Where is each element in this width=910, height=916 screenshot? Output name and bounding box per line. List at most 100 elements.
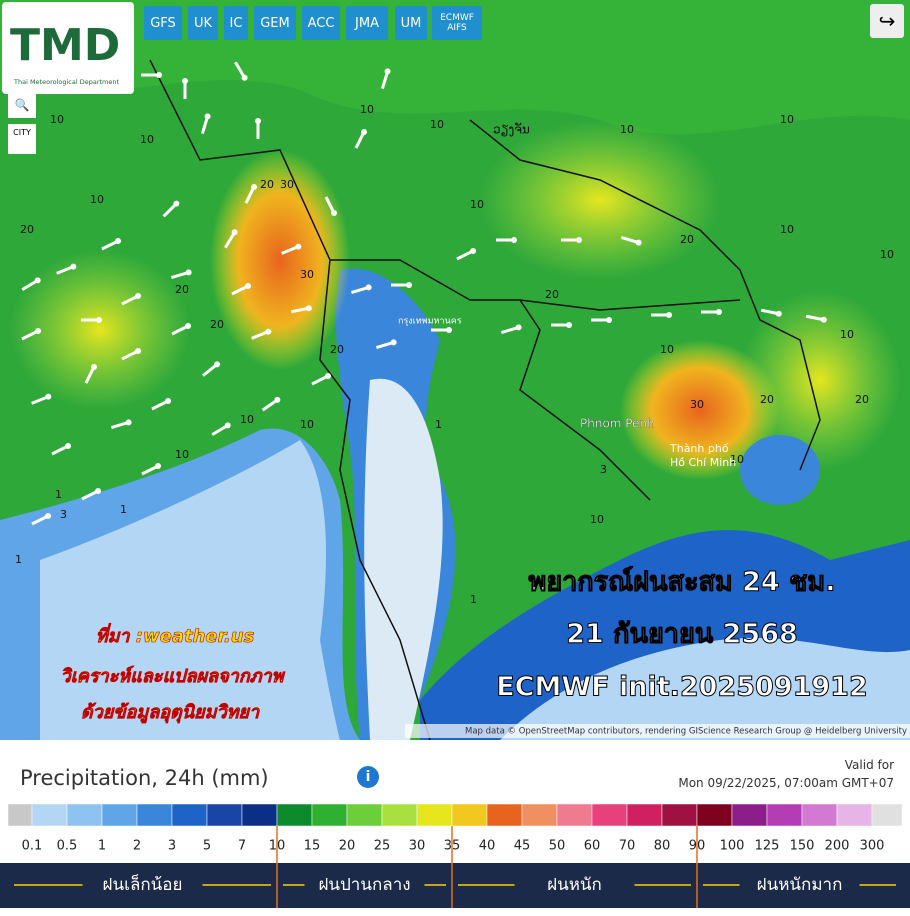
model-button[interactable]: UK (188, 6, 218, 40)
wind-arrow-head (331, 210, 338, 217)
contour-label: 10 (90, 193, 104, 206)
model-button[interactable]: IC (224, 6, 248, 40)
wind-arrow (456, 249, 474, 261)
scale-swatch (486, 803, 523, 827)
contour-label: 10 (140, 133, 154, 146)
wind-arrow (234, 61, 246, 79)
wind-arrow-head (156, 72, 162, 78)
scale-swatch (31, 803, 68, 827)
logo: TMD Thai Meteorological Department (2, 2, 134, 94)
contour-label: 20 (210, 318, 224, 331)
contour-label: 20 (680, 233, 694, 246)
scale-swatch (66, 803, 103, 827)
wind-arrow-head (173, 200, 180, 207)
scale-label: 40 (479, 839, 496, 854)
wind-arrow-head (406, 282, 412, 288)
scale-label: 3 (168, 839, 176, 854)
model-button[interactable]: UM (395, 6, 427, 40)
wind-arrow-head (446, 327, 452, 333)
source: ที่มา :weather.us (96, 623, 255, 647)
forecast-model: ECMWF init.2025091912 (496, 672, 868, 703)
wind-arrow (200, 115, 210, 135)
contour-label: 30 (300, 268, 314, 281)
heavy-rain (210, 150, 350, 370)
wind-arrow (224, 231, 236, 249)
valid-label: Valid for (844, 758, 894, 772)
scale-swatch (696, 803, 733, 827)
wind-arrow-head (576, 237, 582, 243)
wind-arrow-head (125, 419, 132, 426)
wind-arrow (171, 324, 189, 336)
wind-arrow (21, 279, 39, 291)
scale-label: 0.5 (57, 839, 78, 854)
source: ด้วยข้อมูลอุตุนิยมวิทยา (81, 702, 260, 724)
wind-arrow (151, 399, 169, 411)
city-button[interactable]: CITY (8, 124, 36, 154)
scale-swatch (451, 803, 488, 827)
contour-label: 20 (545, 288, 559, 301)
wind-arrow-head (155, 462, 162, 469)
zoom-button[interactable]: 🔍 (8, 92, 36, 118)
scale-swatch (101, 803, 138, 827)
wind-arrow (354, 131, 366, 149)
wind-arrow-head (820, 316, 827, 323)
wind-arrow-head (95, 487, 102, 494)
contour-label: 30 (690, 398, 704, 411)
wind-arrow-head (214, 361, 221, 368)
wind-arrow (121, 294, 139, 306)
scale-label: 80 (654, 839, 671, 854)
scale-label: 70 (619, 839, 636, 854)
wind-arrow-head (325, 372, 332, 379)
wind-arrow-head (566, 322, 572, 328)
sea-light-rain (40, 440, 340, 740)
wind-arrow-head (91, 363, 98, 370)
color-scale: 0.1 0.5 1 2 3 5 7 10 15 20 25 30 35 40 45 50 60 70 80 90 100… (0, 803, 910, 908)
category-label: ฝนหนัก (547, 875, 602, 895)
wind-arrow-head (274, 396, 281, 403)
scale-swatch (836, 803, 873, 827)
scale-label: 60 (584, 839, 601, 854)
wind-arrow (101, 239, 119, 251)
wind-arrow-head (666, 312, 672, 318)
scale-swatch (766, 803, 803, 827)
contour-label: 1 (55, 488, 62, 501)
contour-label: 30 (280, 178, 294, 191)
contour-label: 10 (880, 248, 894, 261)
wind-arrows (21, 61, 827, 526)
contour-label: 10 (780, 113, 794, 126)
source: วิเคราะห์และแปลผลจากภาพ (61, 665, 286, 687)
wind-arrow-head (135, 292, 142, 299)
contour-label: 20 (760, 393, 774, 406)
info-icon[interactable]: i (357, 766, 379, 788)
model-button[interactable]: ACC (302, 6, 340, 40)
model-button[interactable]: JMA (346, 6, 388, 40)
scale-label: 25 (374, 839, 391, 854)
scale-label: 30 (409, 839, 426, 854)
wind-arrow (311, 374, 329, 386)
wind-arrow-head (34, 277, 41, 284)
contour-label: 20 (855, 393, 869, 406)
contour-label: 1 (120, 503, 127, 516)
wind-arrow-head (204, 113, 211, 120)
scale-label: 150 (790, 839, 815, 854)
model-button[interactable]: GFS (144, 6, 182, 40)
scale-swatch (731, 803, 768, 827)
scale-swatch (661, 803, 698, 827)
model-button[interactable]: GEM (254, 6, 296, 40)
contour-label: 10 (620, 123, 634, 136)
wind-arrow (84, 366, 96, 384)
place-label: Phnom Penh (580, 417, 655, 431)
wind-arrow-head (511, 237, 517, 243)
scale-swatch (591, 803, 628, 827)
contour-label: 10 (840, 328, 854, 341)
attribution-bg (405, 724, 910, 738)
contour-label: 10 (430, 118, 444, 131)
category-bar (0, 863, 910, 908)
scale-swatch (521, 803, 558, 827)
scale-swatch (136, 803, 173, 827)
legend: Precipitation, 24h (mm) i Valid for Mon … (0, 740, 910, 908)
share-button[interactable]: ↪ (870, 4, 904, 38)
wind-arrow-head (251, 183, 258, 190)
model-button[interactable]: ECMWF AIFS (432, 6, 482, 40)
wind-arrow-head (70, 263, 77, 270)
